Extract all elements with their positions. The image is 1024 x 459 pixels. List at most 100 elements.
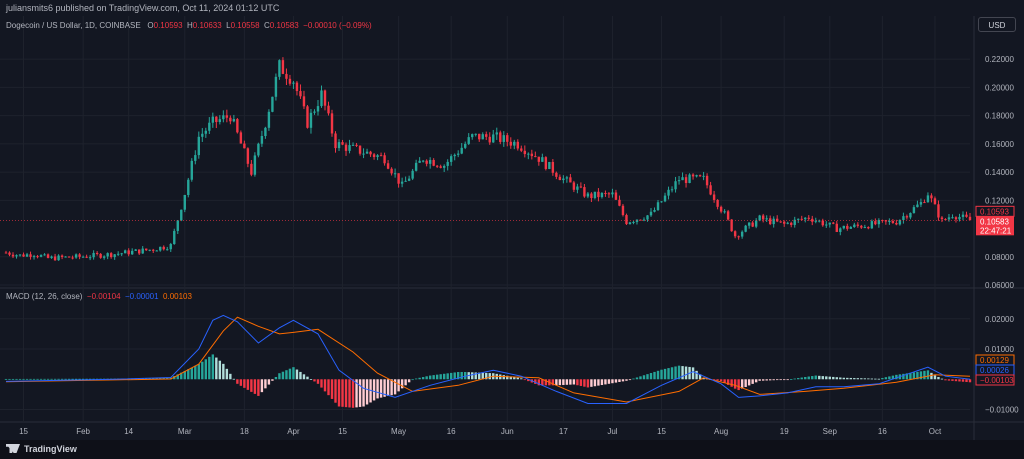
currency-button[interactable]: USD bbox=[978, 17, 1016, 32]
candle-body bbox=[502, 135, 505, 142]
candle-body bbox=[565, 177, 569, 179]
macd-histogram-bar bbox=[397, 379, 400, 392]
candle-body bbox=[874, 221, 877, 225]
candle-body bbox=[905, 216, 909, 218]
macd-histogram-bar bbox=[18, 378, 22, 380]
macd-histogram-bar bbox=[386, 379, 390, 397]
macd-histogram-bar bbox=[586, 379, 590, 388]
macd-histogram-bar bbox=[50, 378, 53, 380]
macd-histogram-bar bbox=[590, 379, 593, 387]
candle-body bbox=[372, 154, 376, 157]
candle-body bbox=[909, 212, 912, 218]
candle-body bbox=[737, 236, 740, 238]
candle-body bbox=[793, 219, 796, 225]
macd-histogram-bar bbox=[579, 379, 583, 386]
time-tick-label: 15 bbox=[19, 427, 28, 436]
candle-body bbox=[376, 155, 379, 157]
candle-body bbox=[839, 228, 842, 232]
macd-histogram-bar bbox=[684, 366, 688, 380]
macd-histogram-bar bbox=[439, 374, 442, 380]
macd-histogram-bar bbox=[432, 375, 435, 380]
time-tick-label: Oct bbox=[929, 427, 942, 436]
macd-histogram-bar bbox=[421, 377, 425, 380]
price-tick-label: 0.08000 bbox=[985, 253, 1014, 262]
macd-histogram-bar bbox=[527, 379, 530, 382]
candle-body bbox=[590, 193, 593, 199]
macd-histogram-bar bbox=[218, 360, 222, 380]
candle-body bbox=[162, 246, 165, 250]
candle-body bbox=[218, 119, 222, 123]
candle-body bbox=[754, 220, 758, 227]
time-tick-label: 15 bbox=[657, 427, 666, 436]
symbol-legend: Dogecoin / US Dollar, 1D, COINBASE O0.10… bbox=[6, 21, 372, 30]
candle-body bbox=[527, 153, 530, 155]
macd-histogram-bar bbox=[968, 379, 972, 383]
candle-body bbox=[306, 106, 309, 128]
candle-body bbox=[414, 162, 418, 171]
candle-body bbox=[653, 210, 656, 212]
macd-histogram-bar bbox=[821, 376, 824, 380]
macd-histogram-bar bbox=[166, 377, 169, 380]
symbol-title: Dogecoin / US Dollar, 1D, COINBASE bbox=[6, 21, 141, 30]
candle-body bbox=[176, 220, 179, 231]
candle-body bbox=[453, 154, 456, 157]
candle-body bbox=[853, 224, 856, 228]
macd-histogram-bar bbox=[400, 379, 404, 389]
macd-histogram-bar bbox=[884, 377, 888, 380]
candle-body bbox=[944, 219, 947, 221]
candle-body bbox=[576, 186, 579, 190]
macd-histogram-bar bbox=[32, 378, 36, 380]
candle-body bbox=[551, 161, 555, 173]
candle-body bbox=[632, 221, 635, 223]
candle-body bbox=[807, 217, 810, 219]
macd-histogram-bar bbox=[726, 379, 730, 385]
candle-body bbox=[723, 211, 726, 213]
macd-histogram-bar bbox=[211, 354, 215, 380]
candle-body bbox=[425, 160, 428, 164]
macd-histogram-bar bbox=[457, 372, 460, 380]
candle-body bbox=[292, 82, 295, 84]
candle-body bbox=[194, 155, 197, 161]
macd-tick-label: 0.02000 bbox=[985, 315, 1014, 324]
candle-body bbox=[635, 219, 639, 222]
macd-histogram-bar bbox=[874, 378, 877, 380]
macd-histogram-bar bbox=[860, 378, 863, 380]
candle-body bbox=[895, 223, 898, 225]
macd-histogram-bar bbox=[649, 373, 653, 380]
macd-histogram-bar bbox=[902, 373, 905, 380]
macd-value-tag-text: 0.00129 bbox=[980, 356, 1009, 365]
candle-body bbox=[78, 254, 81, 257]
candle-body bbox=[625, 215, 628, 225]
last-price-tag-text: 0.10583 bbox=[980, 217, 1009, 226]
tradingview-logo[interactable]: TradingView bbox=[6, 444, 77, 454]
price-tick-label: 0.16000 bbox=[985, 140, 1014, 149]
candle-body bbox=[88, 257, 92, 259]
macd-histogram-bar bbox=[15, 378, 18, 380]
candle-body bbox=[397, 173, 400, 184]
macd-histogram-bar bbox=[81, 378, 85, 380]
macd-histogram-bar bbox=[208, 356, 211, 380]
candle-body bbox=[835, 223, 838, 232]
candle-body bbox=[758, 215, 761, 221]
macd-histogram-bar bbox=[43, 378, 46, 380]
candle-body bbox=[684, 177, 688, 183]
price-tick-label: 0.18000 bbox=[985, 112, 1014, 121]
macd-histogram-bar bbox=[92, 378, 95, 380]
macd-histogram-bar bbox=[239, 379, 243, 386]
chart-svg[interactable]: 0.22000 0.20000 0.18000 0.16000 0.14000 0.120… bbox=[0, 0, 1024, 440]
macd-histogram-bar bbox=[905, 373, 909, 380]
macd-histogram-bar bbox=[39, 378, 43, 380]
candle-body bbox=[509, 141, 512, 146]
macd-histogram-bar bbox=[288, 368, 292, 380]
candle-body bbox=[923, 202, 926, 204]
macd-tick-label: 0.01000 bbox=[985, 345, 1014, 354]
candle-body bbox=[716, 199, 719, 207]
candle-body bbox=[428, 159, 432, 164]
time-tick-label: Aug bbox=[714, 427, 728, 436]
candle-body bbox=[362, 153, 365, 155]
candle-body bbox=[22, 254, 25, 257]
macd-value-tag-text: −0.00103 bbox=[980, 376, 1014, 385]
macd-histogram-bar bbox=[593, 379, 597, 387]
macd-histogram-bar bbox=[330, 379, 334, 399]
high-value: 0.10633 bbox=[192, 21, 222, 30]
